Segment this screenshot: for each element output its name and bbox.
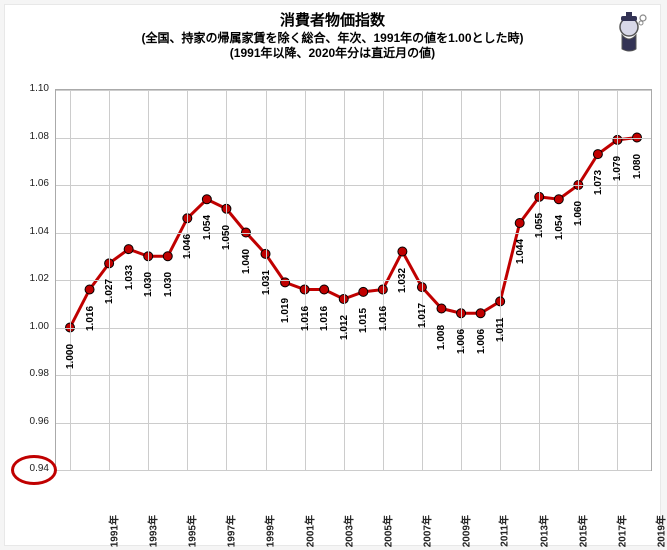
value-label: 1.015 [358,308,369,333]
value-label: 1.030 [143,272,154,297]
gridline-v [70,90,71,470]
value-label: 1.016 [378,305,389,330]
value-label: 1.011 [495,318,506,342]
y-tick-label: 1.10 [15,83,49,94]
gridline-h [56,375,651,376]
gridline-v [461,90,462,470]
value-label: 1.031 [261,270,272,295]
value-label: 1.016 [300,305,311,330]
y-tick-label: 1.06 [15,178,49,189]
gridline-h [56,470,651,471]
value-label: 1.032 [397,267,408,292]
value-label: 1.000 [65,343,76,368]
gridline-h [56,185,651,186]
x-tick-label: 2011年 [496,515,511,547]
gridline-v [578,90,579,470]
value-label: 1.019 [280,298,291,323]
y-tick-label: 0.94 [15,463,49,474]
series-marker [593,150,602,159]
value-label: 1.054 [554,215,565,240]
y-tick-label: 1.02 [15,273,49,284]
gridline-v [539,90,540,470]
x-tick-label: 2015年 [574,515,589,547]
x-tick-label: 2007年 [418,515,433,547]
x-tick-label: 2019年 [653,515,667,547]
x-tick-label: 1999年 [262,515,277,547]
gridline-v [383,90,384,470]
x-tick-label: 2003年 [340,515,355,547]
series-marker [398,247,407,256]
chart-title: 消費者物価指数 [5,11,660,31]
series-marker [359,287,368,296]
x-tick-label: 2001年 [301,515,316,547]
value-label: 1.044 [515,239,526,264]
gridline-v [422,90,423,470]
value-label: 1.033 [124,265,135,290]
x-tick-label: 2005年 [379,515,394,547]
gridline-h [56,423,651,424]
gridline-h [56,138,651,139]
value-label: 1.079 [612,156,623,181]
value-label: 1.016 [85,305,96,330]
series-marker [202,195,211,204]
value-label: 1.012 [339,315,350,340]
mascot-icon [606,9,652,55]
value-label: 1.030 [163,272,174,297]
value-label: 1.073 [593,170,604,195]
value-label: 1.016 [319,305,330,330]
x-tick-label: 1993年 [144,515,159,547]
chart-frame: 消費者物価指数 (全国、持家の帰属家賃を除く総合、年次、1991年の値を1.00… [4,4,661,546]
value-label: 1.008 [436,324,447,349]
gridline-v [617,90,618,470]
value-label: 1.006 [476,329,487,354]
value-label: 1.040 [241,248,252,273]
value-label: 1.054 [202,215,213,240]
x-tick-label: 2017年 [614,515,629,547]
value-label: 1.017 [417,303,428,328]
gridline-v [187,90,188,470]
value-label: 1.006 [456,329,467,354]
series-marker [437,304,446,313]
y-tick-label: 0.96 [15,416,49,427]
y-tick-label: 1.00 [15,321,49,332]
chart-title-block: 消費者物価指数 (全国、持家の帰属家賃を除く総合、年次、1991年の値を1.00… [5,5,660,62]
y-tick-label: 1.04 [15,226,49,237]
value-label: 1.055 [534,213,545,238]
gridline-h [56,328,651,329]
gridline-v [226,90,227,470]
series-marker [554,195,563,204]
x-tick-label: 2013年 [535,515,550,547]
value-label: 1.050 [221,225,232,250]
value-label: 1.080 [632,153,643,178]
series-marker [85,285,94,294]
value-label: 1.027 [104,279,115,304]
x-tick-label: 1991年 [105,515,120,547]
x-tick-label: 1997年 [223,515,238,547]
series-marker [320,285,329,294]
value-label: 1.060 [573,201,584,226]
value-label: 1.046 [182,234,193,259]
series-marker [476,309,485,318]
x-tick-label: 2009年 [457,515,472,547]
y-tick-label: 1.08 [15,131,49,142]
chart-subtitle-2: (1991年以降、2020年分は直近月の値) [5,46,660,62]
x-tick-label: 1995年 [183,515,198,547]
series-marker [515,219,524,228]
y-tick-label: 0.98 [15,368,49,379]
series-marker [163,252,172,261]
gridline-h [56,90,651,91]
series-marker [124,245,133,254]
gridline-v [500,90,501,470]
gridline-v [344,90,345,470]
chart-subtitle-1: (全国、持家の帰属家賃を除く総合、年次、1991年の値を1.00とした時) [5,31,660,47]
gridline-v [305,90,306,470]
